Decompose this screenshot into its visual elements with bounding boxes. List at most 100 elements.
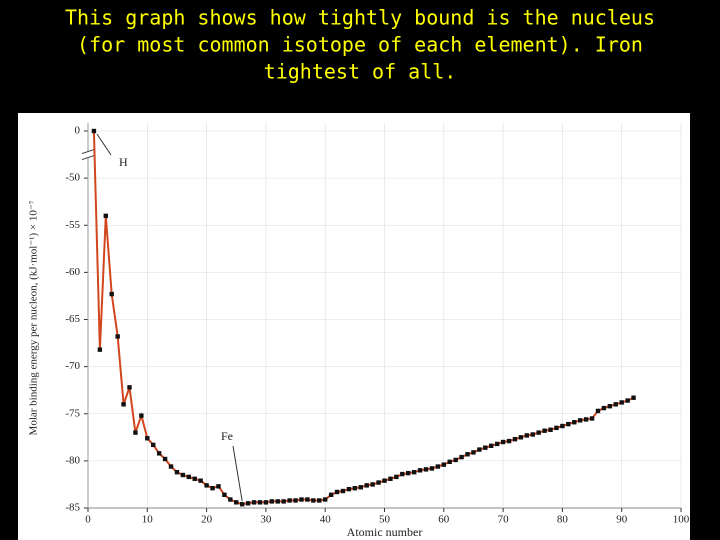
data-point [512, 436, 518, 442]
axis-break [81, 149, 95, 155]
data-point [435, 464, 441, 469]
y-tick-label: -70 [65, 360, 80, 372]
title-line: (for most common isotope of each element… [77, 33, 643, 57]
data-point [323, 497, 328, 502]
data-point [228, 497, 233, 502]
data-point [518, 435, 524, 440]
data-point [400, 471, 405, 477]
data-point [287, 498, 292, 503]
title-line: This graph shows how tightly bound is th… [65, 6, 655, 30]
data-point [554, 425, 559, 431]
data-point [358, 485, 363, 490]
data-point [489, 443, 494, 448]
data-point [269, 499, 275, 504]
data-point [411, 469, 417, 475]
data-point [613, 402, 618, 407]
data-point [542, 428, 547, 433]
data-point [263, 500, 269, 505]
x-tick-label: 100 [673, 514, 690, 526]
data-point [115, 334, 120, 339]
data-point [305, 497, 310, 502]
data-point [423, 467, 429, 472]
data-point [216, 484, 221, 489]
y-tick-label: -85 [65, 502, 80, 514]
data-point [453, 457, 458, 463]
data-point [530, 432, 535, 437]
y-tick-label: -50 [65, 172, 80, 184]
data-point [441, 462, 446, 467]
x-tick-label: 90 [616, 514, 628, 526]
data-point [204, 483, 209, 488]
data-point [139, 413, 144, 418]
data-point [198, 478, 203, 483]
data-point [156, 451, 162, 456]
x-tick-label: 80 [557, 514, 569, 526]
data-point [471, 450, 476, 455]
data-point [566, 421, 571, 427]
x-tick-label: 70 [498, 514, 510, 526]
data-point [382, 478, 387, 483]
data-point [601, 405, 607, 411]
data-point [328, 492, 334, 498]
data-point [91, 128, 97, 134]
y-tick-label: 0 [75, 125, 81, 137]
data-point [133, 430, 138, 435]
data-point [239, 502, 245, 507]
data-point [97, 347, 103, 352]
data-point [151, 442, 156, 448]
data-point [477, 447, 482, 452]
data-point [281, 499, 286, 504]
data-point [299, 497, 304, 502]
data-point [109, 291, 114, 297]
data-point [589, 416, 595, 421]
data-point [162, 456, 168, 462]
data-point [447, 459, 452, 465]
data-point [483, 445, 488, 450]
x-tick-label: 10 [142, 514, 154, 526]
data-point [595, 408, 601, 414]
data-point [494, 441, 500, 447]
x-tick-label: 50 [379, 514, 391, 526]
data-point [394, 474, 399, 480]
data-point [524, 433, 530, 438]
data-point [370, 482, 375, 487]
y-axis-label: Molar binding energy per nucleon, (kJ·mo… [28, 200, 40, 435]
data-point [500, 439, 506, 445]
data-point [121, 402, 126, 407]
data-point [388, 476, 393, 481]
data-point [210, 486, 215, 491]
x-axis-label: Atomic number [347, 525, 423, 539]
data-point [406, 470, 411, 476]
data-point [364, 483, 369, 488]
data-point [186, 474, 192, 480]
data-point [192, 476, 197, 481]
data-point [417, 468, 423, 473]
data-point [180, 472, 186, 478]
annotation: H [119, 155, 128, 169]
data-point [583, 417, 589, 422]
data-point [174, 469, 180, 475]
y-tick-label: -75 [65, 407, 80, 419]
y-tick-label: -65 [65, 313, 80, 325]
data-point [317, 498, 322, 503]
data-point [536, 430, 541, 435]
x-tick-label: 40 [320, 514, 332, 526]
data-point [465, 452, 470, 457]
data-point [352, 486, 358, 491]
data-point [340, 488, 346, 494]
data-point [631, 395, 636, 400]
annotation: Fe [221, 429, 233, 443]
data-point [103, 213, 108, 219]
data-point [234, 500, 239, 505]
y-tick-label: -80 [65, 454, 80, 466]
data-point [459, 454, 464, 460]
data-point [251, 500, 257, 505]
x-tick-label: 0 [85, 514, 91, 526]
data-point [257, 500, 263, 505]
data-point [222, 492, 227, 498]
data-point [275, 499, 280, 504]
data-point [168, 464, 174, 469]
title-line: tightest of all. [264, 60, 457, 84]
data-point [376, 480, 381, 485]
data-point [311, 498, 316, 503]
